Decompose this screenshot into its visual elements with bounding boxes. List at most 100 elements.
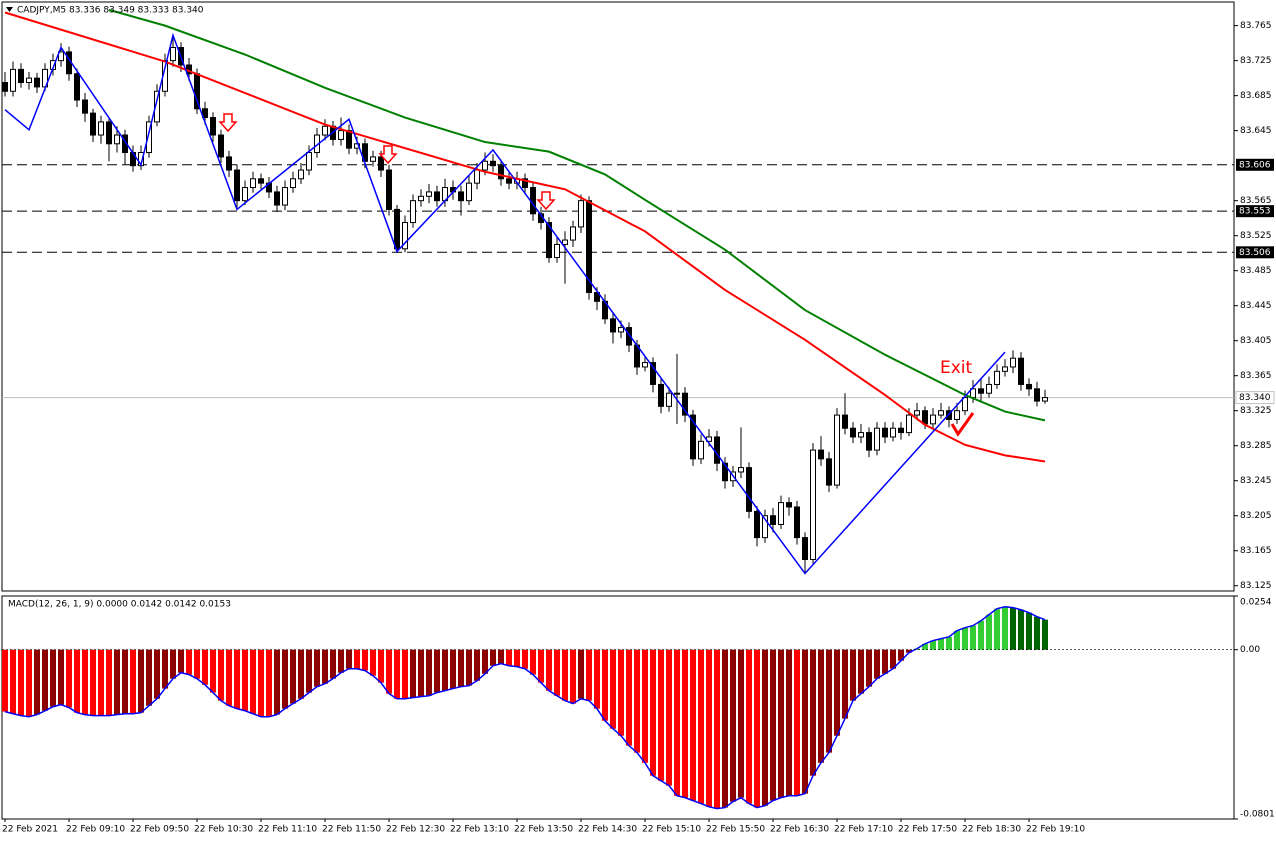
macd-bar bbox=[506, 649, 512, 666]
current-price-label: 83.340 bbox=[1239, 393, 1271, 403]
y-tick-label: 83.205 bbox=[1240, 511, 1272, 521]
candle-body bbox=[722, 462, 728, 482]
candle-body bbox=[466, 182, 472, 202]
x-tick-label: 22 Feb 15:50 bbox=[706, 825, 765, 835]
candle-body bbox=[298, 169, 304, 180]
macd-bar bbox=[202, 649, 208, 685]
x-tick-label: 22 Feb 12:30 bbox=[386, 825, 445, 835]
candle-body bbox=[994, 370, 1000, 385]
candle-body bbox=[74, 73, 80, 101]
zigzag-line bbox=[4, 32, 1006, 575]
x-tick-label: 22 Feb 09:10 bbox=[66, 825, 125, 835]
candle-body bbox=[498, 165, 504, 180]
x-tick-label: 22 Feb 09:50 bbox=[130, 825, 189, 835]
candle-body bbox=[114, 134, 120, 145]
x-tick-label: 22 Feb 18:30 bbox=[962, 825, 1021, 835]
candle-body bbox=[2, 82, 8, 92]
macd-bar bbox=[498, 649, 504, 664]
candle-body bbox=[802, 537, 808, 560]
macd-bar bbox=[346, 649, 352, 669]
candle-body bbox=[106, 121, 112, 145]
macd-bar bbox=[810, 649, 816, 776]
y-tick-label: 83.485 bbox=[1240, 266, 1272, 276]
candle-body bbox=[762, 515, 768, 539]
macd-bar bbox=[290, 649, 296, 704]
candle-body bbox=[306, 152, 312, 171]
sell-arrow bbox=[536, 191, 556, 211]
macd-bar bbox=[50, 649, 56, 707]
moving-average bbox=[108, 8, 1046, 422]
candle-body bbox=[594, 292, 600, 302]
candle-body bbox=[98, 121, 104, 136]
candle-body bbox=[402, 222, 408, 250]
macd-bar bbox=[1026, 612, 1032, 650]
candle-body bbox=[90, 112, 96, 136]
y-tick-label: 83.125 bbox=[1240, 581, 1272, 591]
x-tick-label: 22 Feb 2021 bbox=[2, 825, 58, 835]
level-label: 83.606 bbox=[1239, 160, 1271, 170]
macd-bar bbox=[490, 649, 496, 666]
macd-bar bbox=[530, 649, 536, 675]
candle-body bbox=[490, 160, 496, 167]
macd-bar bbox=[114, 649, 120, 715]
candle-body bbox=[378, 156, 384, 171]
macd-bar bbox=[802, 649, 808, 794]
level-label-box bbox=[1236, 246, 1274, 259]
macd-bar bbox=[250, 649, 256, 714]
macd-bar bbox=[26, 649, 32, 717]
candle-body bbox=[10, 68, 16, 92]
macd-bar bbox=[314, 649, 320, 687]
macd-bar bbox=[538, 649, 544, 683]
macd-bar bbox=[186, 649, 192, 675]
macd-bar bbox=[642, 649, 648, 763]
candle-body bbox=[154, 90, 160, 123]
candle-body bbox=[930, 414, 936, 425]
y-tick-label: 83.685 bbox=[1240, 91, 1272, 101]
candle-body bbox=[218, 134, 224, 158]
macd-bar bbox=[218, 649, 224, 701]
candle-body bbox=[82, 99, 88, 114]
x-tick-label: 22 Feb 17:50 bbox=[898, 825, 957, 835]
candle-body bbox=[146, 121, 152, 154]
candle-body bbox=[506, 178, 512, 184]
candle-body bbox=[746, 467, 752, 512]
macd-bar bbox=[210, 649, 216, 693]
candle-body bbox=[786, 502, 792, 508]
candle-body bbox=[410, 200, 416, 224]
x-tick-label: 22 Feb 15:10 bbox=[642, 825, 701, 835]
macd-bar bbox=[258, 649, 264, 717]
candle-body bbox=[202, 108, 208, 119]
macd-bar bbox=[554, 649, 560, 696]
macd-bar bbox=[466, 649, 472, 686]
candle-body bbox=[394, 208, 400, 250]
macd-bar bbox=[10, 649, 16, 714]
macd-bar bbox=[378, 649, 384, 683]
macd-bar bbox=[834, 649, 840, 736]
candle-body bbox=[794, 506, 800, 539]
macd-bar bbox=[738, 649, 744, 798]
macd-bar bbox=[34, 649, 40, 715]
candle-body bbox=[674, 392, 680, 395]
candle-body bbox=[842, 414, 848, 429]
macd-bar bbox=[562, 649, 568, 701]
y-tick-label: 83.245 bbox=[1240, 476, 1272, 486]
macd-bar bbox=[570, 649, 576, 704]
macd-bar bbox=[402, 649, 408, 699]
macd-bar bbox=[770, 649, 776, 801]
macd-bar bbox=[1042, 619, 1048, 650]
y-tick-label: 83.365 bbox=[1240, 371, 1272, 381]
candle-body bbox=[18, 68, 24, 84]
macd-signal-line bbox=[4, 606, 1046, 810]
macd-bar bbox=[602, 649, 608, 721]
candle-body bbox=[866, 432, 872, 451]
macd-bar bbox=[482, 649, 488, 674]
macd-bar bbox=[682, 649, 688, 798]
candle-body bbox=[274, 191, 280, 206]
x-tick-label: 22 Feb 17:10 bbox=[834, 825, 893, 835]
candle-body bbox=[778, 502, 784, 525]
macd-bar bbox=[106, 649, 112, 716]
macd-bar bbox=[746, 649, 752, 804]
macd-bar bbox=[762, 649, 768, 806]
macd-bar bbox=[138, 649, 144, 713]
